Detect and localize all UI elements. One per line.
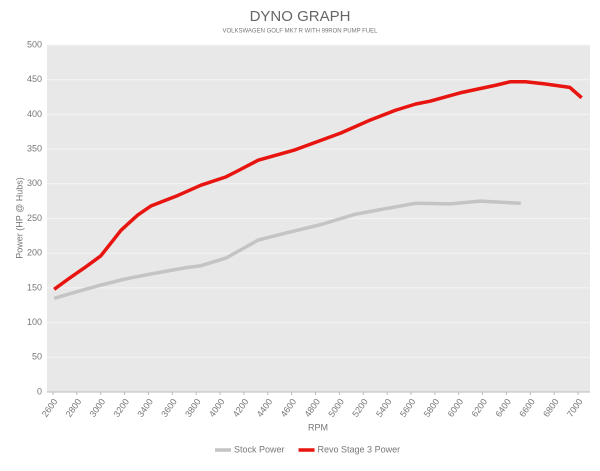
y-tick-label: 300 [27,178,42,188]
x-tick-label: 2600 [40,397,60,419]
x-tick-label: 6400 [493,397,513,419]
x-tick-label: 3000 [88,397,108,419]
y-tick-label: 400 [27,109,42,119]
legend-label: Stock Power [234,444,285,454]
x-tick-label: 6600 [517,397,537,419]
x-tick-label: 5200 [350,397,370,419]
x-tick-label: 4400 [255,397,275,419]
chart-subtitle: VOLKSWAGEN GOLF MK7 R WITH 99RON PUMP FU… [222,29,378,35]
y-tick-label: 50 [32,352,42,362]
series-line [53,199,521,300]
y-tick-label: 200 [27,248,42,258]
x-tick-label: 6200 [469,397,489,419]
x-tick-label: 4000 [207,397,227,419]
x-tick-label: 3200 [111,397,131,419]
x-tick-label: 5000 [326,397,346,419]
x-tick-label: 5600 [398,397,418,419]
x-tick-label: 4800 [302,397,322,419]
x-axis-label: RPM [308,422,328,432]
x-tick-label: 6000 [446,397,466,419]
legend-label: Revo Stage 3 Power [318,444,401,454]
y-tick-label: 100 [27,317,42,327]
x-tick-label: 7000 [565,397,585,419]
y-tick-label: 250 [27,213,42,223]
y-axis-label: Power (HP @ Hubs) [14,177,24,259]
x-tick-label: 5400 [374,397,394,419]
y-tick-label: 450 [27,74,42,84]
y-tick-label: 500 [27,39,42,49]
x-tick-label: 5800 [422,397,442,419]
x-tick-label: 4200 [231,397,251,419]
x-tick-label: 6800 [541,397,561,419]
x-tick-label: 3400 [135,397,155,419]
x-tick-label: 2800 [64,397,84,419]
x-tick-label: 3600 [159,397,179,419]
y-tick-label: 350 [27,143,42,153]
x-tick-label: 4600 [279,397,299,419]
series-line [53,80,583,291]
y-tick-label: 0 [37,386,42,396]
x-tick-label: 3800 [183,397,203,419]
chart-title: DYNO GRAPH [250,8,351,25]
y-tick-label: 150 [27,282,42,292]
